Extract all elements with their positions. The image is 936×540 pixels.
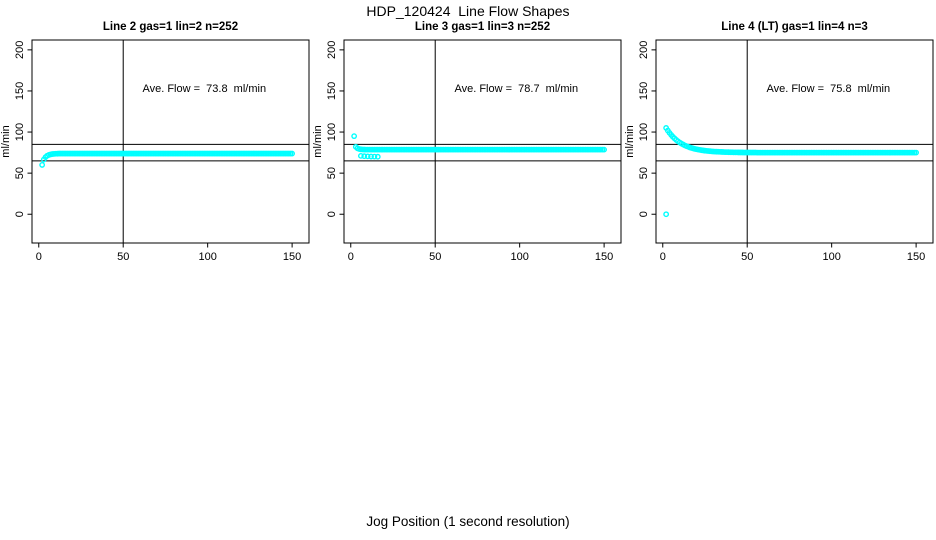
- x-axis-label: Jog Position (1 second resolution): [366, 514, 570, 529]
- average-flow-annotation: Ave. Flow = 78.7 ml/min: [454, 83, 578, 95]
- figure-title: HDP_120424 Line Flow Shapes: [366, 3, 570, 19]
- x-tick-label: 0: [348, 251, 354, 263]
- average-flow-annotation: Ave. Flow = 73.8 ml/min: [142, 83, 266, 95]
- x-tick-label: 150: [907, 251, 925, 263]
- average-flow-annotation: Ave. Flow = 75.8 ml/min: [766, 83, 890, 95]
- data-point-outlier: [357, 152, 364, 159]
- x-tick-label: 0: [36, 251, 42, 263]
- y-tick-label: 0: [14, 211, 26, 217]
- x-tick-label: 150: [595, 251, 613, 263]
- y-axis: 0 50 100 150 200: [326, 41, 344, 217]
- data-point: [351, 133, 358, 140]
- panel-title: Line 3 gas=1 lin=3 n=252: [415, 21, 550, 33]
- data-point-outlier: [371, 153, 378, 160]
- data-point: [913, 149, 920, 156]
- y-axis: 0 50 100 150 200: [14, 41, 32, 217]
- data-point-outlier: [361, 153, 368, 160]
- y-tick-label: 150: [326, 82, 338, 100]
- panels-row: 0 50 100 150 0 50 100 150 200 ml/min Line 2 gas=1 …: [0, 21, 934, 263]
- data-points: [351, 133, 608, 160]
- chart-panel-line2: 0 50 100 150 0 50 100 150 200 ml/min Line 2 gas=1 …: [0, 21, 310, 263]
- data-point: [39, 162, 46, 168]
- x-axis: 0 50 100 150: [348, 243, 613, 263]
- y-tick-label: 0: [638, 211, 650, 217]
- data-point: [289, 150, 296, 157]
- y-axis-title: ml/min: [0, 125, 12, 157]
- y-tick-label: 50: [326, 167, 338, 179]
- x-tick-label: 100: [198, 251, 216, 263]
- chart-panel-line3: 0 50 100 150 0 50 100 150 200 ml/min Line 3 gas=1 …: [312, 21, 622, 263]
- data-point-outlier: [368, 153, 374, 160]
- data-point-outlier: [374, 153, 381, 160]
- reference-lines: [344, 40, 621, 243]
- y-axis-title: ml/min: [624, 125, 636, 157]
- data-points: [663, 125, 920, 218]
- y-tick-label: 0: [326, 211, 338, 217]
- y-tick-label: 200: [638, 41, 650, 59]
- y-axis: 0 50 100 150 200: [638, 41, 656, 217]
- y-tick-label: 100: [14, 123, 26, 141]
- y-tick-label: 150: [638, 82, 650, 100]
- y-tick-label: 200: [326, 41, 338, 59]
- x-tick-label: 0: [660, 251, 666, 263]
- x-tick-label: 150: [283, 251, 301, 263]
- x-tick-label: 100: [822, 251, 840, 263]
- data-point: [601, 146, 608, 153]
- y-axis-title: ml/min: [312, 125, 324, 157]
- y-tick-label: 50: [638, 167, 650, 179]
- data-point-outlier: [663, 211, 670, 218]
- plot-box: [31, 39, 310, 244]
- y-tick-label: 100: [638, 123, 650, 141]
- panel-title: Line 4 (LT) gas=1 lin=4 n=3: [721, 21, 867, 33]
- chart-panel-line4: 0 50 100 150 0 50 100 150 200 ml/min Line 4 (LT) g…: [624, 21, 934, 263]
- data-points: [39, 150, 296, 168]
- x-tick-label: 50: [117, 251, 129, 263]
- x-tick-label: 50: [741, 251, 753, 263]
- data-point-outlier: [364, 153, 371, 160]
- x-tick-label: 100: [510, 251, 528, 263]
- plot-box: [343, 39, 622, 244]
- y-tick-label: 50: [14, 167, 26, 179]
- x-axis: 0 50 100 150: [660, 243, 925, 263]
- y-tick-label: 100: [326, 123, 338, 141]
- y-tick-label: 150: [14, 82, 26, 100]
- x-axis: 0 50 100 150: [36, 243, 301, 263]
- plot-box: [655, 39, 934, 244]
- y-tick-label: 200: [14, 41, 26, 59]
- x-tick-label: 50: [429, 251, 441, 263]
- reference-lines: [32, 40, 309, 243]
- reference-lines: [656, 40, 933, 243]
- panel-title: Line 2 gas=1 lin=2 n=252: [103, 21, 238, 33]
